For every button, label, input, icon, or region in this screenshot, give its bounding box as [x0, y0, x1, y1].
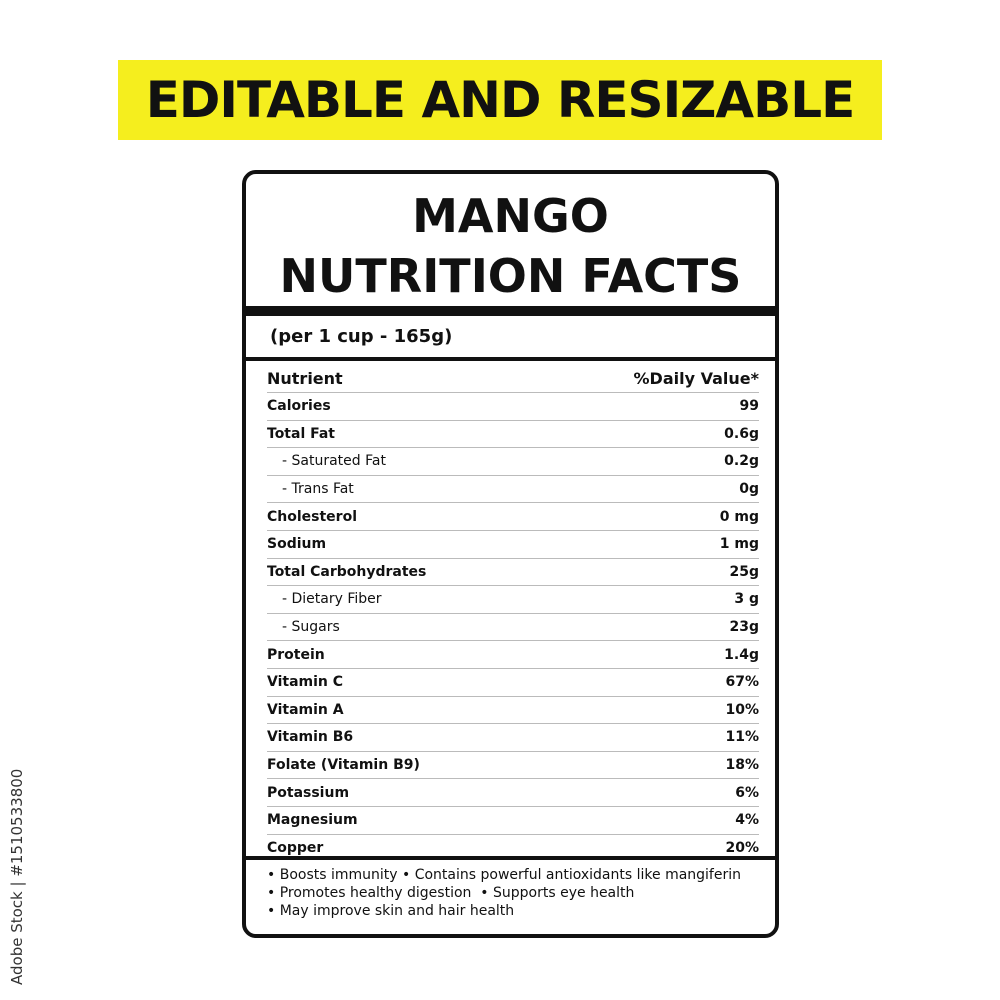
benefits-list: • Boosts immunity • Contains powerful an…	[267, 866, 741, 920]
nutrient-value: 25g	[729, 563, 759, 580]
nutrient-value: 1 mg	[719, 536, 759, 553]
title-line-1: MANGO	[412, 189, 609, 243]
nutrient-name: Folate (Vitamin B9)	[267, 757, 420, 774]
table-row: - Saturated Fat 0.2g	[267, 448, 759, 476]
divider	[246, 357, 775, 361]
nutrient-value: 0 mg	[719, 508, 759, 525]
table-row: Cholesterol 0 mg	[267, 503, 759, 531]
table-row: Vitamin B6 11%	[267, 724, 759, 752]
title-line-2: NUTRITION FACTS	[279, 249, 742, 303]
table-row: Potassium 6%	[267, 779, 759, 807]
watermark-id: Adobe Stock | #1510533800	[8, 768, 26, 985]
nutrient-name: Vitamin B6	[267, 729, 354, 746]
header-value: %Daily Value*	[633, 369, 759, 388]
nutrient-name: - Saturated Fat	[282, 453, 386, 470]
nutrient-value: 3 g	[734, 591, 759, 608]
table-row: Copper 20%	[267, 835, 759, 862]
table-row: Vitamin A 10%	[267, 697, 759, 725]
table-row: - Dietary Fiber 3 g	[267, 586, 759, 614]
nutrient-value: 0.6g	[724, 425, 759, 442]
nutrient-name: Magnesium	[267, 812, 358, 829]
nutrient-name: Potassium	[267, 784, 350, 801]
table-header: Nutrient %Daily Value*	[267, 365, 759, 393]
table-row: Folate (Vitamin B9) 18%	[267, 752, 759, 780]
nutrient-value: 20%	[725, 839, 759, 856]
table-row: Protein 1.4g	[267, 641, 759, 669]
nutrient-value: 0g	[739, 481, 759, 498]
header-nutrient: Nutrient	[267, 369, 343, 388]
table-row: Calories 99	[267, 393, 759, 421]
nutrient-value: 1.4g	[724, 646, 759, 663]
table-row: Vitamin C 67%	[267, 669, 759, 697]
nutrient-name: Total Carbohydrates	[267, 563, 427, 580]
serving-size: (per 1 cup - 165g)	[270, 326, 453, 347]
nutrient-name: - Dietary Fiber	[282, 591, 382, 608]
nutrient-name: Sodium	[267, 536, 327, 553]
nutrient-name: - Sugars	[282, 619, 340, 636]
nutrient-value: 6%	[735, 784, 759, 801]
benefit-line: • Boosts immunity • Contains powerful an…	[267, 867, 741, 883]
nutrient-name: Total Fat	[267, 425, 336, 442]
nutrient-value: 67%	[725, 674, 759, 691]
divider	[246, 856, 775, 860]
divider-thick	[246, 306, 775, 316]
benefit-line: • Promotes healthy digestion • Supports …	[267, 885, 635, 901]
nutrient-table: Nutrient %Daily Value* Calories 99 Total F…	[267, 365, 759, 861]
nutrient-name: Protein	[267, 646, 325, 663]
table-row: - Trans Fat 0g	[267, 476, 759, 504]
nutrient-value: 18%	[725, 757, 759, 774]
nutrient-name: Calories	[267, 398, 331, 415]
nutrient-value: 4%	[735, 812, 759, 829]
table-row: Magnesium 4%	[267, 807, 759, 835]
nutrient-value: 23g	[729, 619, 759, 636]
table-row: Total Carbohydrates 25g	[267, 559, 759, 587]
nutrient-value: 0.2g	[724, 453, 759, 470]
benefit-line: • May improve skin and hair health	[267, 903, 515, 919]
table-row: - Sugars 23g	[267, 614, 759, 642]
nutrient-name: Vitamin C	[267, 674, 344, 691]
banner: EDITABLE AND RESIZABLE	[118, 60, 882, 140]
nutrient-name: Copper	[267, 839, 324, 856]
nutrient-name: - Trans Fat	[282, 481, 354, 498]
nutrient-value: 11%	[725, 729, 759, 746]
nutrition-label: MANGO NUTRITION FACTS (per 1 cup - 165g)…	[242, 170, 779, 938]
label-title: MANGO NUTRITION FACTS	[246, 186, 775, 306]
table-row: Sodium 1 mg	[267, 531, 759, 559]
nutrient-name: Cholesterol	[267, 508, 357, 525]
nutrient-name: Vitamin A	[267, 701, 344, 718]
table-row: Total Fat 0.6g	[267, 421, 759, 449]
nutrient-value: 10%	[725, 701, 759, 718]
nutrient-value: 99	[739, 398, 759, 415]
